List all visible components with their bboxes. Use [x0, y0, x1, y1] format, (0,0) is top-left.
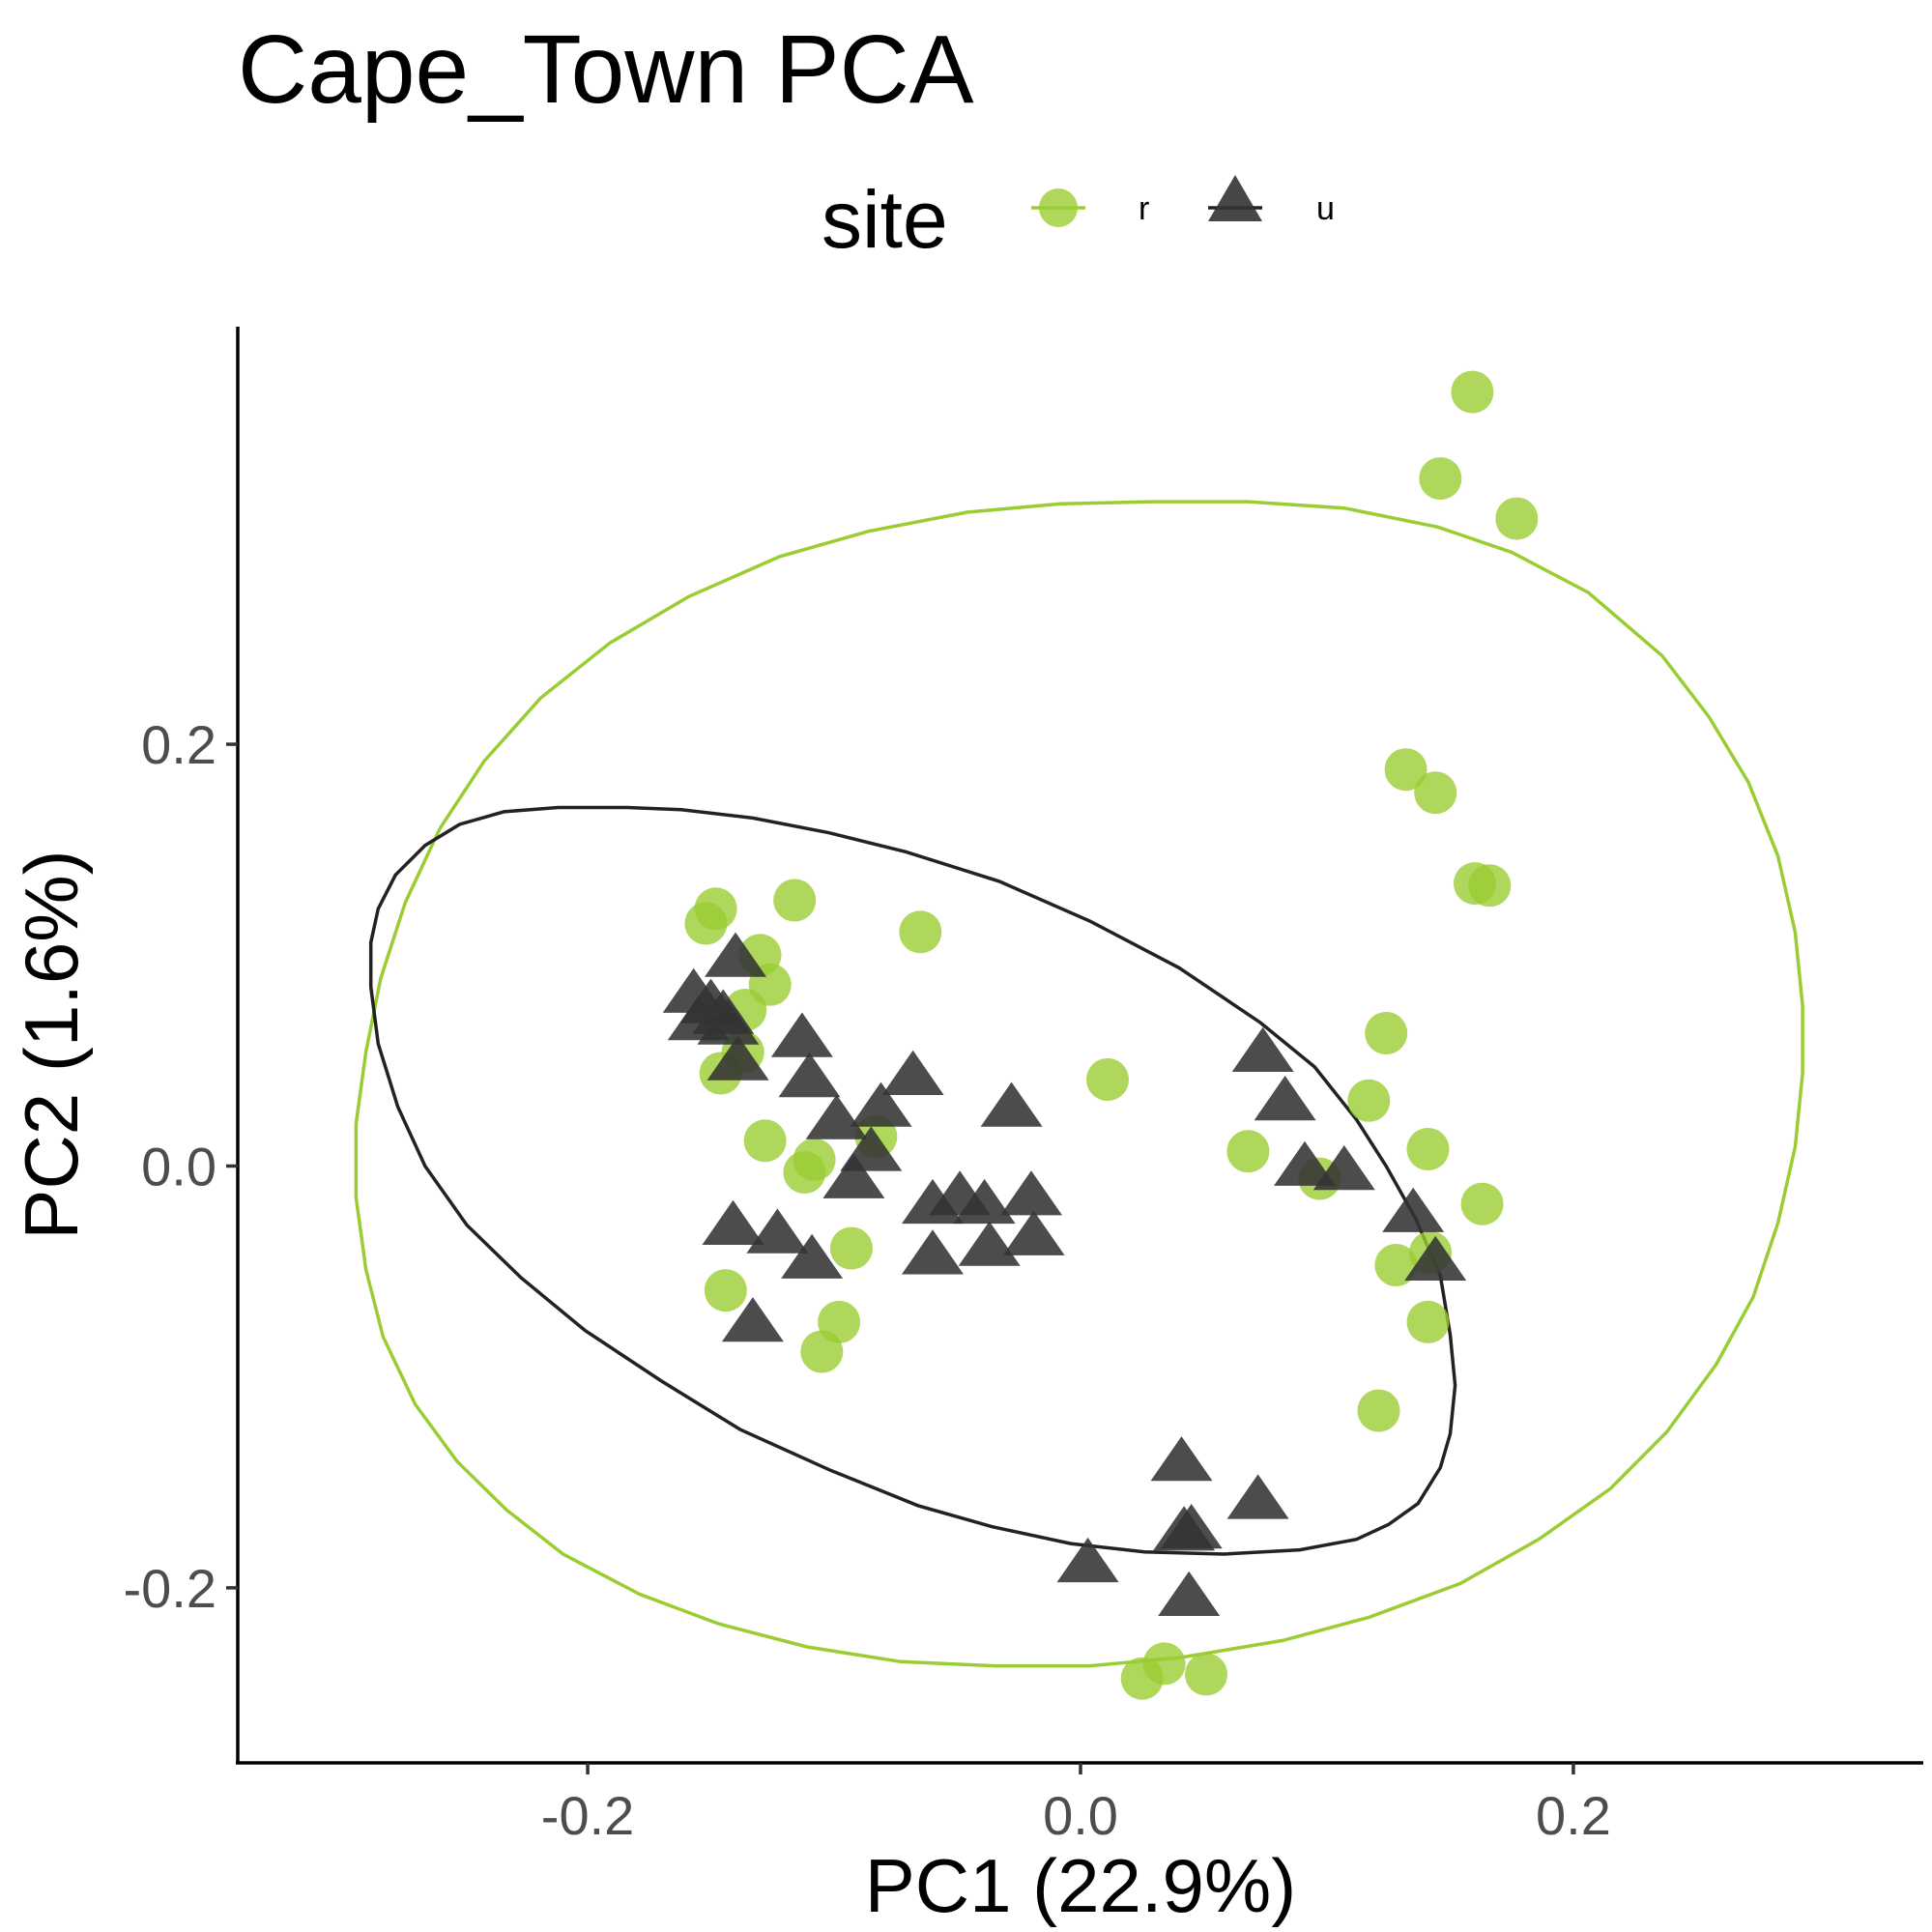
point-u-8	[778, 1053, 841, 1098]
point-u-33	[1226, 1474, 1289, 1519]
axis-ticks: -0.2 0.0 0.2 -0.2 0.0 0.2	[124, 714, 1611, 1846]
point-u-0	[705, 932, 766, 977]
point-u-29	[1312, 1145, 1375, 1191]
x-tick-label: -0.2	[541, 1785, 635, 1846]
point-r-33	[1406, 1300, 1450, 1343]
point-r-6	[1468, 864, 1512, 908]
point-u-7	[770, 1012, 833, 1057]
point-r-17	[743, 1119, 787, 1163]
y-tick-label: -0.2	[124, 1558, 217, 1619]
point-u-25	[721, 1297, 784, 1342]
point-r-29	[829, 1226, 873, 1270]
y-tick-label: 0.0	[141, 1136, 216, 1197]
point-u-30	[1382, 1187, 1445, 1232]
point-r-36	[1120, 1657, 1164, 1700]
x-tick-label: 0.2	[1536, 1785, 1611, 1846]
legend-label-r: r	[1139, 190, 1149, 227]
confidence-ellipses	[354, 500, 1804, 1668]
y-axis-title: PC2 (1.6%)	[9, 850, 94, 1239]
point-r-1	[1419, 457, 1462, 501]
point-r-34	[1357, 1389, 1400, 1432]
point-r-19	[783, 1151, 826, 1194]
point-u-17	[781, 1233, 844, 1279]
point-r-7	[773, 879, 817, 922]
point-r-10	[899, 910, 942, 954]
point-u-28	[1274, 1140, 1336, 1186]
point-r-0	[1451, 370, 1494, 414]
point-u-32	[1150, 1436, 1213, 1482]
point-u-6	[706, 1035, 769, 1081]
point-u-21	[1000, 1170, 1062, 1216]
legend-label-u: u	[1316, 190, 1335, 227]
point-r-4	[1414, 771, 1457, 815]
x-tick-label: 0.0	[1043, 1785, 1118, 1846]
point-u-16	[746, 1208, 809, 1254]
point-r-37	[1185, 1653, 1227, 1696]
y-tick-label: 0.2	[141, 714, 216, 775]
point-u-11	[805, 1094, 868, 1139]
point-u-36	[1056, 1537, 1119, 1583]
point-r-21	[1365, 1012, 1408, 1054]
point-u-35	[1160, 1504, 1223, 1549]
data-points	[662, 370, 1539, 1700]
point-u-15	[702, 1199, 764, 1245]
point-u-31	[1404, 1235, 1467, 1281]
point-r-30	[704, 1269, 747, 1312]
point-u-5	[697, 999, 760, 1045]
chart-title: Cape_Town PCA	[238, 15, 974, 124]
point-r-25	[1406, 1128, 1450, 1170]
point-u-24	[1002, 1210, 1065, 1255]
ellipse-u	[368, 805, 1457, 1556]
point-r-16	[1086, 1058, 1129, 1101]
point-r-9	[684, 902, 728, 945]
point-r-2	[1495, 497, 1539, 540]
point-r-3	[1384, 748, 1427, 792]
point-u-14	[980, 1081, 1043, 1127]
point-r-23	[1226, 1130, 1270, 1173]
point-u-26	[1231, 1026, 1294, 1072]
point-u-20	[953, 1178, 1016, 1225]
point-u-13	[822, 1153, 885, 1198]
axes	[236, 327, 1923, 1765]
point-u-10	[850, 1081, 912, 1127]
point-r-22	[1347, 1079, 1391, 1122]
ellipse-r	[354, 500, 1804, 1668]
legend: site r u	[822, 174, 1335, 265]
point-r-32	[800, 1330, 844, 1373]
point-u-37	[1158, 1571, 1221, 1616]
point-r-26	[1460, 1182, 1504, 1226]
legend-key-u-triangle	[1208, 175, 1262, 221]
point-u-22	[902, 1229, 964, 1275]
point-u-27	[1254, 1076, 1316, 1121]
point-u-9	[881, 1050, 944, 1095]
legend-title: site	[822, 174, 948, 265]
legend-key-r-circle	[1039, 188, 1078, 227]
point-r-28	[1374, 1244, 1418, 1286]
x-axis-title: PC1 (22.9%)	[865, 1843, 1297, 1928]
